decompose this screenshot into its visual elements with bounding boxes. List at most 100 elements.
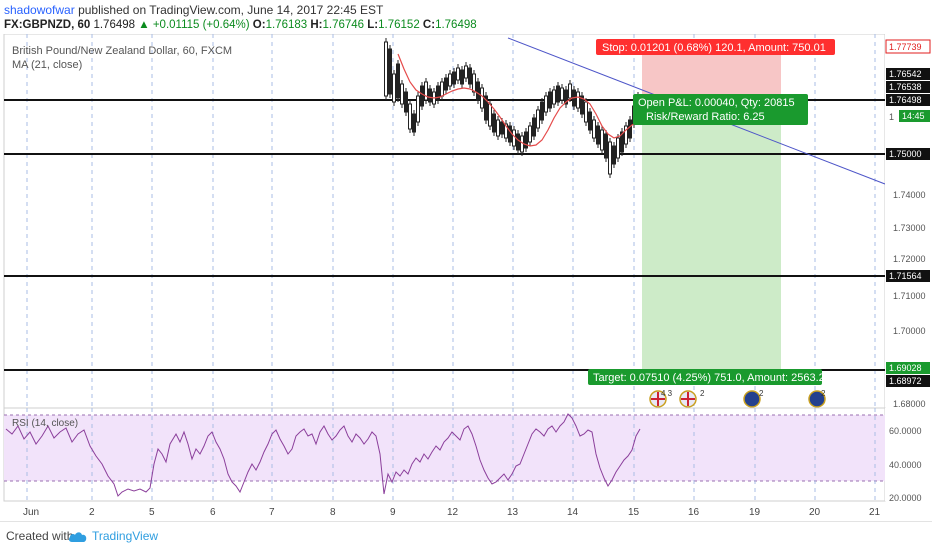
tradingview-cloud-icon <box>68 532 87 542</box>
candle-body <box>532 117 536 137</box>
ma-line <box>397 53 644 147</box>
candle-body <box>512 129 516 147</box>
price-axis[interactable]: 1.74000 1.73000 1.72000 1.71000 1.70000 … <box>885 34 932 409</box>
candle-body <box>580 95 584 115</box>
candle-body <box>500 121 504 135</box>
chart-title: British Pound/New Zealand Dollar, 60, FX… <box>12 45 232 57</box>
tradingview-link[interactable]: TradingView <box>92 529 159 543</box>
candle-body <box>448 73 452 87</box>
rsi-axis[interactable]: 60.0000 40.0000 20.0000 <box>885 408 932 503</box>
candle-body <box>504 123 508 139</box>
nz-flag-icon[interactable] <box>743 390 761 408</box>
event-count: 2 <box>821 389 826 398</box>
candle-body <box>384 41 388 97</box>
candle-body <box>480 87 484 109</box>
stop-text: Stop: 0.01201 (0.68%) 120.1, Amount: 750… <box>602 42 826 54</box>
stop-price-label: 1.77739 <box>889 42 922 52</box>
time-tick: 13 <box>507 507 519 518</box>
candle-body <box>408 103 412 130</box>
time-tick: Jun <box>23 507 39 518</box>
candle-body <box>444 77 448 91</box>
candle-body <box>472 73 476 93</box>
high-label: H: <box>310 19 323 31</box>
candle-body <box>604 133 608 159</box>
event-count: 2 <box>700 389 705 398</box>
price-label: 1.71564 <box>889 271 922 281</box>
target-zone[interactable] <box>642 98 781 372</box>
rsi-tick: 40.0000 <box>889 460 922 470</box>
target-label[interactable]: Target: 0.07510 (4.25%) 751.0, Amount: 2… <box>588 369 831 385</box>
events-row[interactable]: 4 3 2 2 2 <box>649 389 826 408</box>
time-tick: 21 <box>869 507 881 518</box>
candle-body <box>624 125 628 145</box>
candle-body <box>468 67 472 85</box>
price-tick: 1 <box>889 112 894 122</box>
candle-body <box>612 145 616 165</box>
time-tick: 5 <box>149 507 155 518</box>
candle-body <box>464 65 468 79</box>
price-label: 1.76542 <box>889 69 922 79</box>
candle-body <box>452 71 456 85</box>
stop-label[interactable]: Stop: 0.01201 (0.68%) 120.1, Amount: 750… <box>596 39 835 55</box>
candle-body <box>484 95 488 121</box>
created-with-text: Created with <box>6 529 74 543</box>
time-tick: 20 <box>809 507 821 518</box>
candle-body <box>476 81 480 101</box>
last-price: 1.76498 <box>93 19 136 31</box>
candle-body <box>436 85 440 101</box>
target-price-label: 1.69028 <box>889 363 922 373</box>
candle-body <box>420 85 424 107</box>
chart-area[interactable]: Stop: 0.01201 (0.68%) 120.1, Amount: 750… <box>0 33 932 520</box>
candle-body <box>416 95 420 123</box>
time-tick: 7 <box>269 507 275 518</box>
price-tick: 1.71000 <box>893 291 926 301</box>
last-price-label: 1.76498 <box>889 95 922 105</box>
candle-body <box>388 48 392 95</box>
candle-body <box>560 87 564 101</box>
candle-body <box>400 83 404 105</box>
candle-body <box>620 131 624 153</box>
author-link[interactable]: shadowofwar <box>4 3 75 17</box>
pnl-label[interactable]: Open P&L: 0.00040, Qty: 20815 Risk/Rewar… <box>633 94 808 125</box>
candle-body <box>584 101 588 123</box>
candle-body <box>392 73 396 103</box>
time-tick: 2 <box>89 507 95 518</box>
candle-body <box>516 133 520 151</box>
low-value: 1.76152 <box>378 19 420 31</box>
event-count: 4 3 <box>661 389 673 398</box>
candle-body <box>424 81 428 101</box>
candle-body <box>544 95 548 113</box>
candle-body <box>628 119 632 139</box>
candle-body <box>496 119 500 137</box>
candle-body <box>456 67 460 81</box>
candle-body <box>460 69 464 85</box>
candle-body <box>528 125 532 143</box>
price-label: 1.76538 <box>889 82 922 92</box>
open-label: O: <box>252 19 266 31</box>
time-axis[interactable]: Jun 2 5 6 7 8 9 12 13 14 15 16 19 20 21 <box>23 507 881 518</box>
target-text: Target: 0.07510 (4.25%) 751.0, Amount: 2… <box>593 372 831 384</box>
time-tick: 12 <box>447 507 459 518</box>
event-count: 2 <box>759 389 764 398</box>
published-text: published on TradingView.com, June 14, 2… <box>78 3 384 17</box>
countdown-label: 14:45 <box>902 111 925 121</box>
rsi-line <box>5 413 641 497</box>
candle-body <box>440 81 444 97</box>
price-label: 1.75000 <box>889 149 922 159</box>
candle-body <box>568 83 572 99</box>
time-tick: 9 <box>390 507 396 518</box>
symbol-label[interactable]: FX:GBPNZD, 60 <box>4 19 91 31</box>
low-label: L: <box>367 19 379 31</box>
candle-body <box>540 101 544 121</box>
candles <box>384 38 640 178</box>
rsi-legend: RSI (14, close) <box>12 418 78 429</box>
close-value: 1.76498 <box>435 19 477 31</box>
pnl-text: Open P&L: 0.00040, Qty: 20815 <box>638 97 795 109</box>
ohlc-line: FX:GBPNZD, 60 1.76498 ▲ +0.01115 (+0.64%… <box>4 19 477 31</box>
time-tick: 19 <box>749 507 761 518</box>
chart-header: shadowofwar published on TradingView.com… <box>0 0 932 34</box>
price-tick: 1.73000 <box>893 223 926 233</box>
nz-flag-icon[interactable] <box>808 390 826 408</box>
candle-body <box>596 125 600 145</box>
rr-text: Risk/Reward Ratio: 6.25 <box>646 111 765 123</box>
